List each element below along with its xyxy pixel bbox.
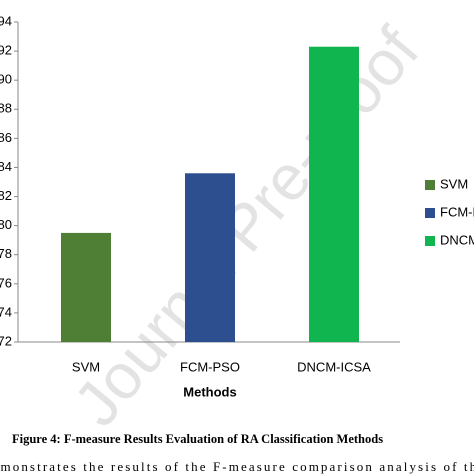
y-tick-label: 76 — [0, 275, 12, 290]
legend-label: SVM — [440, 176, 468, 191]
bar — [309, 46, 359, 343]
y-tick-label: 78 — [0, 246, 12, 261]
legend-swatch — [425, 236, 435, 246]
bar — [185, 173, 235, 342]
y-tick-label: 90 — [0, 72, 12, 87]
legend-label: FCM-PSO — [440, 204, 474, 219]
watermark: Journal Pre-proof — [60, 14, 433, 439]
caption: Figure 4: F-measure Results Evaluation o… — [12, 432, 383, 446]
legend-swatch — [425, 208, 435, 218]
legend-swatch — [425, 180, 435, 190]
bar — [61, 232, 111, 342]
y-tick-label: 88 — [0, 101, 12, 116]
y-tick-label: 82 — [0, 188, 12, 203]
x-tick-label: DNCM-ICSA — [297, 359, 371, 374]
y-tick-label: 86 — [0, 130, 12, 145]
x-tick-label: FCM-PSO — [180, 359, 240, 374]
y-tick-label: 94 — [0, 13, 12, 28]
x-axis-title: Methods — [183, 384, 236, 399]
y-tick-label: 72 — [0, 333, 12, 348]
y-tick-label: 84 — [0, 159, 12, 174]
y-tick-label: 92 — [0, 43, 12, 58]
legend-label: DNCM-ICSA — [440, 232, 474, 247]
body-text: demonstrates the results of the F-measur… — [0, 459, 474, 474]
x-tick-label: SVM — [72, 359, 100, 374]
y-tick-label: 74 — [0, 304, 12, 319]
y-tick-label: 80 — [0, 217, 12, 232]
